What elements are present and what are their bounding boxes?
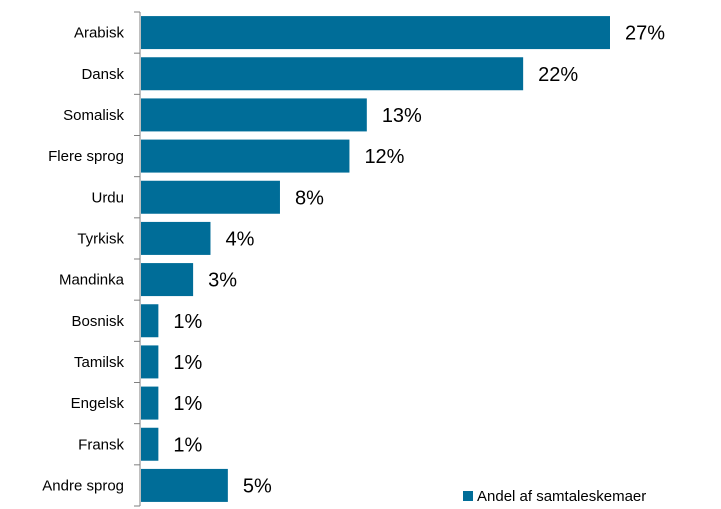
bar-bosnisk [141, 304, 159, 338]
category-label: Tamilsk [74, 354, 125, 371]
value-label: 1% [173, 352, 202, 374]
value-label: 1% [173, 311, 202, 333]
category-label: Bosnisk [71, 313, 124, 330]
category-labels: Arabisk Dansk Somalisk Flere sprog Urdu Tyrki… [42, 25, 124, 495]
value-label: 27% [625, 23, 665, 45]
value-label: 22% [538, 64, 578, 86]
category-label: Engelsk [71, 395, 125, 412]
value-label: 13% [382, 105, 422, 127]
value-label: 12% [364, 146, 404, 168]
category-label: Urdu [91, 189, 124, 206]
category-label: Fransk [78, 436, 124, 453]
value-label: 1% [173, 434, 202, 456]
bar-arabisk [141, 16, 610, 50]
bar-dansk [141, 57, 524, 91]
bars-group [141, 16, 610, 502]
bar-urdu [141, 180, 280, 214]
category-label: Mandinka [59, 272, 125, 289]
value-labels: 27% 22% 13% 12% 8% 4% 3% 1% 1% 1% 1% 5% [173, 23, 665, 498]
legend-label: Andel af samtaleskemaer [477, 488, 646, 505]
value-label: 4% [225, 228, 254, 250]
bar-mandinka [141, 263, 194, 297]
category-label: Somalisk [63, 107, 124, 124]
value-label: 3% [208, 270, 237, 292]
legend: Andel af samtaleskemaer [463, 488, 646, 505]
value-label: 1% [173, 393, 202, 415]
bar-engelsk [141, 386, 159, 420]
category-label: Arabisk [74, 25, 125, 42]
y-axis-ticks [134, 11, 140, 507]
value-label: 5% [243, 475, 272, 497]
bar-fransk [141, 427, 159, 461]
category-label: Flere sprog [48, 148, 124, 165]
category-label: Andre sprog [42, 477, 124, 494]
category-label: Tyrkisk [77, 230, 124, 247]
legend-swatch [463, 491, 473, 501]
bar-andre-sprog [141, 468, 228, 502]
bar-tyrkisk [141, 221, 211, 255]
category-label: Dansk [81, 66, 124, 83]
bar-somalisk [141, 98, 367, 132]
bar-tamilsk [141, 345, 159, 379]
bar-flere-sprog [141, 139, 350, 173]
value-label: 8% [295, 187, 324, 209]
